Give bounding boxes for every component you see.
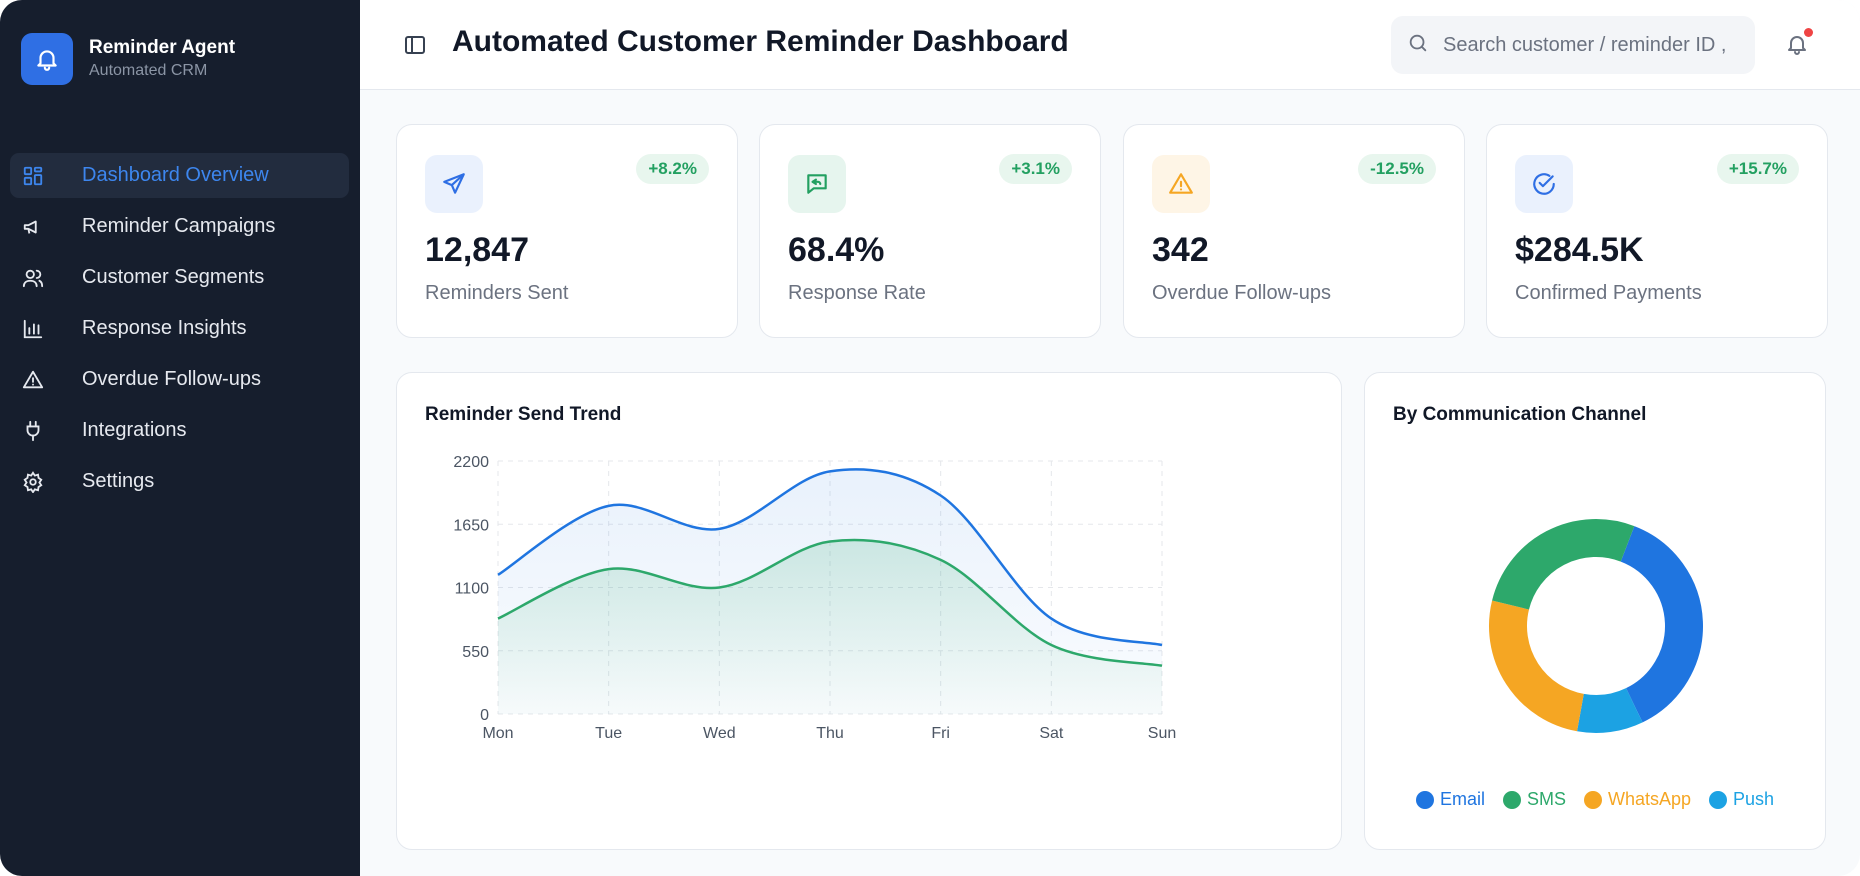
x-tick-label: Tue bbox=[595, 725, 622, 742]
change-badge: +15.7% bbox=[1716, 154, 1799, 184]
legend-item-sms[interactable]: SMS bbox=[1502, 789, 1566, 810]
legend-dot bbox=[1415, 790, 1434, 809]
sidebar-item-reminder-campaigns[interactable]: Reminder Campaigns bbox=[10, 204, 349, 249]
gear-icon bbox=[21, 470, 45, 494]
slice-sms bbox=[1492, 519, 1635, 611]
x-tick-label: Sat bbox=[1039, 725, 1064, 742]
stat-value: 12,847 bbox=[425, 231, 529, 269]
search-icon bbox=[1407, 32, 1429, 59]
sidebar-item-label: Dashboard Overview bbox=[82, 164, 269, 186]
y-tick-label: 1100 bbox=[455, 581, 490, 598]
slice-whatsapp bbox=[1489, 600, 1585, 732]
change-badge: +8.2% bbox=[636, 154, 709, 184]
legend-dot bbox=[1502, 790, 1521, 809]
sidebar: Reminder Agent Automated CRM Dashboard O… bbox=[0, 0, 360, 876]
x-tick-label: Sun bbox=[1148, 725, 1176, 742]
page-title: Automated Customer Reminder Dashboard bbox=[452, 25, 1069, 58]
sidebar-toggle-icon[interactable] bbox=[403, 33, 427, 57]
legend-dot bbox=[1583, 790, 1602, 809]
legend-item-whatsapp[interactable]: WhatsApp bbox=[1583, 789, 1692, 810]
sidebar-item-label: Response Insights bbox=[82, 317, 247, 339]
x-tick-label: Mon bbox=[482, 725, 513, 742]
users-icon bbox=[21, 266, 45, 290]
series-line-0 bbox=[497, 468, 1163, 647]
legend-item-push[interactable]: Push bbox=[1709, 789, 1774, 810]
sidebar-item-label: Settings bbox=[82, 470, 155, 492]
sidebar-item-label: Overdue Follow-ups bbox=[82, 368, 261, 390]
brand-subtitle: Automated CRM bbox=[89, 62, 208, 79]
slice-push bbox=[1577, 687, 1643, 733]
message-reply-icon bbox=[788, 155, 846, 213]
notification-bell-icon[interactable] bbox=[1785, 28, 1813, 58]
y-tick-label: 550 bbox=[462, 644, 489, 661]
channel-donut-chart bbox=[1489, 519, 1703, 733]
bell-logo-icon bbox=[21, 33, 73, 85]
warning-icon bbox=[1152, 155, 1210, 213]
stat-label: Response Rate bbox=[788, 282, 926, 304]
legend-label: WhatsApp bbox=[1607, 789, 1692, 809]
legend-label: SMS bbox=[1526, 789, 1566, 809]
plug-icon bbox=[21, 419, 45, 443]
y-tick-label: 2200 bbox=[453, 454, 489, 471]
change-badge: -12.5% bbox=[1358, 154, 1436, 184]
stat-label: Reminders Sent bbox=[425, 282, 569, 304]
brand-title: Reminder Agent bbox=[89, 37, 236, 58]
check-circle-icon bbox=[1515, 155, 1573, 213]
change-badge: +3.1% bbox=[999, 154, 1072, 184]
channel-panel: By Communication Channel Email SMS WhatsAp… bbox=[1364, 372, 1826, 850]
x-tick-label: Wed bbox=[703, 725, 736, 742]
megaphone-icon bbox=[21, 215, 45, 239]
legend-label: Email bbox=[1439, 789, 1485, 809]
x-tick-label: Thu bbox=[816, 725, 844, 742]
stat-value: $284.5K bbox=[1515, 231, 1644, 269]
chart-legend: Email SMS WhatsApp Push bbox=[1365, 789, 1825, 810]
search-input[interactable] bbox=[1443, 33, 1743, 57]
y-tick-label: 0 bbox=[480, 707, 489, 724]
sidebar-item-dashboard-overview[interactable]: Dashboard Overview bbox=[10, 153, 349, 198]
sidebar-item-customer-segments[interactable]: Customer Segments bbox=[10, 255, 349, 300]
slice-email bbox=[1620, 526, 1703, 723]
stat-card-response-rate[interactable]: +3.1% 68.4% Response Rate bbox=[759, 124, 1101, 338]
grid-icon bbox=[21, 164, 45, 188]
stat-label: Overdue Follow-ups bbox=[1152, 282, 1331, 304]
series-line-1 bbox=[497, 538, 1163, 667]
stat-card-overdue-follow-ups[interactable]: -12.5% 342 Overdue Follow-ups bbox=[1123, 124, 1465, 338]
sidebar-item-response-insights[interactable]: Response Insights bbox=[10, 306, 349, 351]
sidebar-item-overdue-follow-ups[interactable]: Overdue Follow-ups bbox=[10, 357, 349, 402]
sidebar-item-label: Reminder Campaigns bbox=[82, 215, 276, 237]
legend-label: Push bbox=[1733, 789, 1775, 809]
x-tick-label: Fri bbox=[931, 725, 950, 742]
main-content: Automated Customer Reminder Dashboard bbox=[360, 0, 1860, 876]
search-box[interactable] bbox=[1391, 16, 1755, 74]
stat-card-confirmed-payments[interactable]: +15.7% $284.5K Confirmed Payments bbox=[1486, 124, 1828, 338]
sidebar-item-settings[interactable]: Settings bbox=[10, 459, 349, 504]
legend-dot bbox=[1709, 790, 1728, 809]
stat-value: 68.4% bbox=[788, 231, 885, 269]
bar-chart-icon bbox=[21, 317, 45, 341]
topbar: Automated Customer Reminder Dashboard bbox=[360, 0, 1860, 90]
legend-item-email[interactable]: Email bbox=[1415, 789, 1485, 810]
stat-label: Confirmed Payments bbox=[1515, 282, 1702, 304]
chart-title: By Communication Channel bbox=[1393, 404, 1647, 425]
reminder-trend-panel: Reminder Send Trend 0 550 1100 1650 2200 Mon T… bbox=[396, 372, 1342, 850]
y-tick-label: 1650 bbox=[453, 517, 489, 534]
brand: Reminder Agent Automated CRM bbox=[21, 33, 235, 85]
trend-chart: 0 550 1100 1650 2200 Mon Tue Wed Thu Fri Sat Sun bbox=[453, 454, 1176, 742]
sidebar-item-label: Integrations bbox=[82, 419, 187, 441]
stat-card-reminders-sent[interactable]: +8.2% 12,847 Reminders Sent bbox=[396, 124, 738, 338]
notification-dot bbox=[1804, 28, 1813, 37]
send-icon bbox=[425, 155, 483, 213]
stat-cards: +8.2% 12,847 Reminders Sent +3.1% 68.4% … bbox=[396, 124, 1828, 338]
sidebar-nav: Dashboard Overview Reminder Campaigns Cu… bbox=[10, 153, 349, 510]
sidebar-item-label: Customer Segments bbox=[82, 266, 265, 288]
sidebar-item-integrations[interactable]: Integrations bbox=[10, 408, 349, 453]
chart-title: Reminder Send Trend bbox=[425, 404, 622, 425]
warning-icon bbox=[21, 368, 45, 392]
stat-value: 342 bbox=[1152, 231, 1209, 269]
series-area-1 bbox=[498, 539, 1162, 714]
